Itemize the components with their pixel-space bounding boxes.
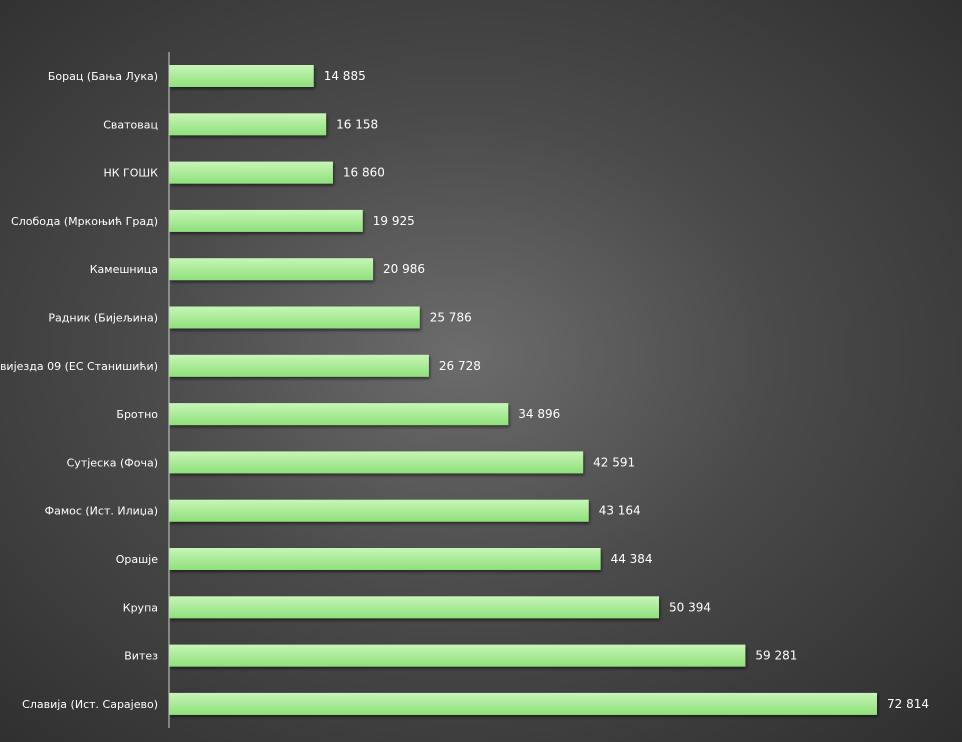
bar (169, 451, 584, 474)
bar (169, 209, 363, 232)
category-label: Бротно (116, 408, 158, 421)
bar (169, 161, 333, 184)
value-label: 16 158 (336, 117, 378, 131)
category-label: Фамос (Ист. Илиџа) (45, 505, 158, 518)
bar (169, 258, 374, 281)
category-label: Сутјеска (Фоча) (67, 456, 158, 469)
value-label: 14 885 (324, 69, 366, 83)
bar-series (169, 65, 877, 715)
bar (169, 596, 660, 619)
value-label: 59 281 (755, 649, 797, 663)
category-label: Крупа (123, 601, 158, 614)
category-label: Витез (124, 650, 158, 663)
category-labels: Борац (Бања Лука) Сватовац НК ГОШК Слобода … (0, 70, 158, 711)
category-label: Слобода (Мркоњић Град) (11, 215, 158, 228)
category-label: Звијезда 09 (ЕС Станишићи) (0, 360, 158, 373)
value-label: 19 925 (373, 214, 415, 228)
bar (169, 306, 420, 329)
value-label: 72 814 (887, 697, 929, 711)
value-label: 20 986 (383, 262, 425, 276)
category-label: Радник (Бијељина) (48, 312, 158, 325)
value-label: 50 394 (669, 600, 711, 614)
bar (169, 499, 589, 522)
category-label: Сватовац (103, 118, 158, 131)
category-label: Борац (Бања Лука) (48, 70, 158, 83)
bar (169, 692, 877, 715)
bar (169, 403, 509, 426)
value-label: 26 728 (439, 359, 481, 373)
value-labels: 14 885 16 158 16 860 19 925 20 986 25 786 26 7… (324, 69, 929, 711)
bar (169, 65, 314, 87)
value-label: 16 860 (343, 166, 385, 180)
value-label: 43 164 (599, 504, 641, 518)
category-label: НК ГОШК (103, 167, 158, 180)
value-label: 44 384 (611, 552, 653, 566)
category-label: Орашје (116, 553, 159, 566)
category-label: Камешница (90, 263, 158, 276)
value-label: 42 591 (593, 455, 635, 469)
bar (169, 644, 746, 667)
bar (169, 548, 601, 570)
bar (169, 354, 429, 377)
value-label: 34 896 (518, 407, 560, 421)
value-label: 25 786 (430, 311, 472, 325)
category-label: Славија (Ист. Сарајево) (22, 698, 158, 711)
bar (169, 113, 327, 136)
